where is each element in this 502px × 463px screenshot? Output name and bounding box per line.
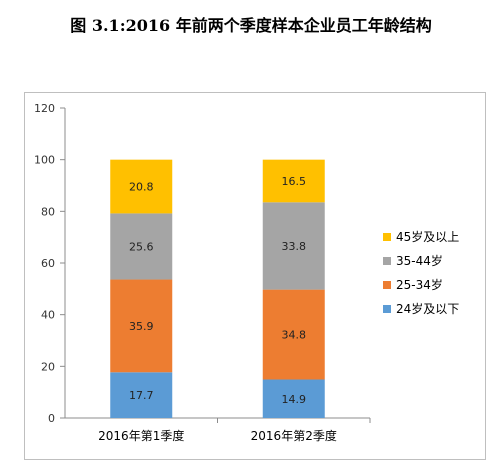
bar-segment bbox=[262, 289, 325, 380]
y-tick-label: 20 bbox=[41, 360, 55, 373]
legend-label: 45岁及以上 bbox=[396, 229, 459, 244]
legend-swatch bbox=[383, 281, 391, 289]
bar-segment bbox=[262, 159, 325, 203]
chart-area bbox=[24, 92, 486, 460]
y-tick-label: 120 bbox=[34, 102, 55, 115]
data-label: 20.8 bbox=[129, 181, 154, 194]
legend-swatch bbox=[383, 233, 391, 241]
data-label: 17.7 bbox=[129, 389, 154, 402]
bar-segment bbox=[110, 279, 173, 373]
bar-segment bbox=[110, 213, 173, 280]
bar-segment bbox=[110, 159, 173, 214]
legend-swatch bbox=[383, 257, 391, 265]
legend-label: 25-34岁 bbox=[396, 277, 443, 292]
y-tick-label: 0 bbox=[48, 412, 55, 425]
y-tick-label: 60 bbox=[41, 257, 55, 270]
x-category-label: 2016年第2季度 bbox=[251, 428, 337, 443]
data-label: 35.9 bbox=[129, 320, 154, 333]
data-label: 16.5 bbox=[282, 175, 307, 188]
legend-label: 24岁及以下 bbox=[396, 301, 459, 316]
data-label: 33.8 bbox=[282, 240, 307, 253]
data-label: 14.9 bbox=[282, 393, 307, 406]
legend-label: 35-44岁 bbox=[396, 253, 443, 268]
y-tick-label: 100 bbox=[34, 154, 55, 167]
bar-segment bbox=[262, 379, 325, 418]
legend-swatch bbox=[383, 305, 391, 313]
x-category-label: 2016年第1季度 bbox=[98, 428, 184, 443]
data-label: 25.6 bbox=[129, 240, 154, 253]
bar-segment bbox=[262, 202, 325, 290]
y-tick-label: 80 bbox=[41, 205, 55, 218]
data-label: 34.8 bbox=[282, 329, 307, 342]
bar-segment bbox=[110, 372, 173, 418]
chart-title: 图 3.1:2016 年前两个季度样本企业员工年龄结构 bbox=[70, 16, 432, 35]
y-tick-label: 40 bbox=[41, 309, 55, 322]
